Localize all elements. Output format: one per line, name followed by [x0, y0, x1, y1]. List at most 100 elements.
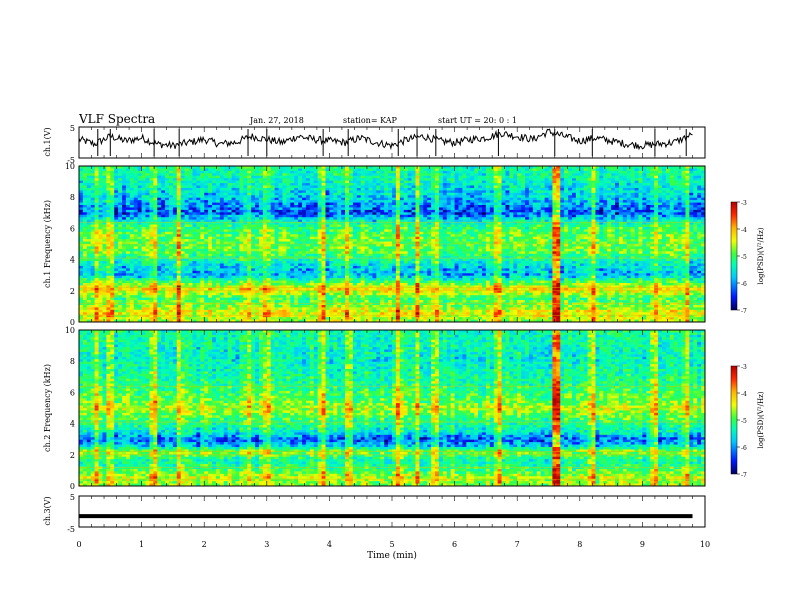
- ch1-spectrogram-cell: [192, 183, 197, 186]
- ch1-spectrogram-cell: [212, 317, 217, 320]
- ch1-spectrogram-cell: [165, 317, 170, 320]
- ch1-spectrogram-cell: [98, 178, 103, 181]
- ch1-spectrogram-cell: [196, 304, 201, 308]
- ch1-spectrogram-cell: [79, 290, 84, 294]
- ch1-spectrogram-cell: [294, 280, 299, 284]
- ch1-spectrogram-cell: [98, 214, 103, 218]
- figure-title: VLF Spectra: [78, 112, 155, 126]
- ch1-spectrogram-cell: [341, 170, 346, 174]
- ch1-spectrogram-cell: [215, 304, 221, 308]
- ch1-spectrogram-cell: [282, 224, 287, 228]
- ch1-spectrogram-cell: [215, 253, 221, 257]
- ch1-spectrogram-cell: [114, 236, 119, 240]
- ch1-spectrogram-cell: [329, 285, 334, 289]
- ch1-spectrogram-cell: [341, 297, 346, 301]
- ch1-spectrogram-cell: [337, 270, 342, 274]
- ch1-spectrogram-cell: [258, 263, 264, 267]
- ch1-spectrogram-cell: [274, 309, 279, 313]
- ch1-spectrogram-cell: [102, 166, 107, 169]
- ch1-spectrogram-cell: [231, 219, 236, 223]
- ch1-spectrogram-cell: [247, 229, 252, 233]
- ch1-spectrogram-cell: [360, 292, 365, 296]
- ch1-spectrogram-cell: [294, 263, 299, 267]
- ch1-spectrogram-cell: [79, 295, 84, 298]
- ch1-spectrogram-cell: [368, 234, 373, 237]
- ch1-spectrogram-cell: [98, 273, 103, 276]
- ch1-spectrogram-cell: [94, 295, 99, 298]
- ch1-spectrogram-cell: [317, 273, 322, 276]
- ch1-spectrogram-cell: [200, 192, 205, 196]
- ch1-spectrogram-cell: [321, 317, 326, 320]
- ch1-spectrogram-cell: [286, 319, 291, 323]
- ch1-spectrogram-cell: [258, 300, 264, 303]
- ch1-spectrogram-cell: [219, 170, 225, 174]
- ch1-spectrogram-cell: [79, 283, 84, 286]
- ch1-spectrogram-cell: [192, 168, 197, 172]
- ch1-spectrogram-cell: [208, 265, 213, 269]
- ch1-spectrogram-cell: [122, 239, 127, 242]
- ch1-spectrogram-cell: [184, 319, 189, 323]
- ch1-spectrogram-cell: [122, 292, 127, 296]
- ch1-spectrogram-cell: [278, 285, 283, 289]
- ch1-spectrogram-cell: [274, 292, 279, 296]
- ch1-spectrogram-cell: [356, 219, 361, 223]
- ch1-spectrogram-cell: [118, 202, 123, 206]
- ch1-spectrogram-cell: [204, 229, 209, 233]
- ch1-spectrogram-cell: [258, 283, 264, 286]
- ch1-spectrogram-cell: [255, 309, 260, 313]
- ch1-spectrogram-cell: [345, 190, 350, 194]
- ch1-spectrogram-cell: [329, 175, 334, 179]
- ch1-spectrogram-cell: [231, 224, 236, 228]
- ch1-spectrogram-cell: [165, 302, 170, 306]
- ch1-spectrogram-cell: [114, 248, 119, 252]
- ch1-spectrogram-cell: [290, 231, 295, 235]
- ch1-spectrogram-cell: [251, 285, 256, 289]
- ch1-spectrogram-cell: [302, 202, 307, 206]
- ch1-spectrogram-cell: [102, 312, 107, 315]
- ch1-spectrogram-cell: [212, 173, 217, 177]
- ch1-spectrogram-cell: [305, 190, 311, 194]
- ch1-spectrogram-cell: [325, 229, 330, 233]
- ch1-spectrogram-cell: [212, 302, 217, 306]
- ch1-spectrogram-cell: [321, 290, 326, 294]
- ch1-spectrogram-cell: [200, 304, 205, 308]
- ch1-spectrogram-cell: [90, 234, 95, 237]
- ch1-spectrogram-cell: [376, 317, 381, 320]
- ch1-spectrogram-cell: [141, 192, 146, 196]
- ch1-spectrogram-cell: [352, 222, 358, 225]
- ch1-spectrogram-cell: [98, 175, 103, 179]
- ch1-spectrogram-cell: [352, 241, 358, 245]
- ch1-spectrogram-cell: [79, 285, 84, 289]
- ch1-spectrogram-cell: [114, 268, 119, 272]
- ch1-spectrogram-cell: [102, 275, 107, 279]
- ch1-spectrogram-cell: [133, 292, 138, 296]
- ch1-spectrogram-cell: [231, 300, 236, 303]
- ch1-spectrogram-cell: [255, 205, 260, 208]
- ch1-spectrogram-cell: [305, 256, 311, 259]
- ch1-spectrogram-cell: [161, 319, 166, 323]
- ch1-spectrogram-cell: [262, 251, 268, 255]
- ch1-spectrogram-cell: [165, 226, 170, 230]
- ch1-spectrogram-cell: [325, 312, 330, 315]
- ch1-spectrogram-cell: [333, 187, 338, 191]
- ch1-spectrogram-cell: [251, 263, 256, 267]
- ch1-spectrogram-cell: [258, 273, 264, 276]
- ch1-spectrogram-cell: [313, 222, 318, 225]
- ch1-spectrogram-cell: [192, 205, 197, 208]
- ch1-spectrogram-cell: [219, 175, 225, 179]
- ch1-spectrogram-cell: [212, 270, 217, 274]
- ch1-spectrogram-cell: [176, 317, 182, 320]
- ch1-spectrogram-cell: [184, 166, 189, 169]
- ch1-spectrogram-cell: [141, 190, 146, 194]
- ch1-spectrogram-cell: [90, 183, 95, 186]
- ch1-spectrogram-cell: [317, 270, 322, 274]
- ch1-spectrogram-cell: [118, 251, 123, 255]
- ch1-spectrogram-cell: [176, 241, 182, 245]
- ch1-spectrogram-cell: [243, 170, 248, 174]
- ch1-spectrogram-cell: [98, 251, 103, 255]
- ch1-spectrogram-cell: [208, 202, 213, 206]
- ch1-spectrogram-cell: [82, 202, 88, 206]
- ch1-spectrogram-cell: [129, 212, 135, 216]
- ch1-spectrogram-cell: [313, 185, 318, 189]
- ch1-spectrogram-cell: [341, 234, 346, 237]
